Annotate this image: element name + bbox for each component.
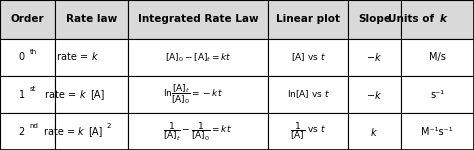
Bar [55,76,128,113]
Text: $\dfrac{1}{[\mathrm{A}]_t} - \dfrac{1}{[\mathrm{A}]_0} = kt$: $\dfrac{1}{[\mathrm{A}]_t} - \dfrac{1}{[… [164,120,232,143]
Text: 1: 1 [19,90,25,99]
Text: $\ln\!\dfrac{[\mathrm{A}]_t}{[\mathrm{A}]_0} = -kt$: $\ln\!\dfrac{[\mathrm{A}]_t}{[\mathrm{A}… [163,83,223,106]
Bar [55,113,128,150]
Text: $\dfrac{1}{[\mathrm{A}]}\ \mathrm{vs}\ t$: $\dfrac{1}{[\mathrm{A}]}\ \mathrm{vs}\ t… [290,121,326,142]
Text: 0: 0 [19,52,25,63]
Text: Slope: Slope [358,15,391,24]
Text: k: k [80,90,85,99]
Bar [268,113,348,150]
Bar [0,113,55,150]
Bar [128,76,268,113]
Bar [401,0,474,39]
Bar [128,113,268,150]
Bar [401,113,474,150]
Bar [0,39,55,76]
Text: rate =: rate = [57,52,91,63]
Bar [55,39,128,76]
Text: M/s: M/s [429,52,446,63]
Text: $-k$: $-k$ [366,88,383,101]
Text: 2: 2 [18,126,25,136]
Bar [55,0,128,39]
Text: Units of: Units of [388,15,437,24]
Text: 2: 2 [106,123,111,129]
Text: th: th [30,49,37,55]
Bar [0,0,55,39]
Bar [348,76,401,113]
Text: [A]: [A] [90,90,104,99]
Bar [348,113,401,150]
Text: nd: nd [30,123,38,129]
Text: rate =: rate = [44,126,78,136]
Text: $k$: $k$ [371,126,378,138]
Bar [401,39,474,76]
Text: $-k$: $-k$ [366,51,383,63]
Text: rate =: rate = [45,90,80,99]
Text: Order: Order [10,15,44,24]
Text: k: k [91,52,97,63]
Bar [401,76,474,113]
Bar [128,0,268,39]
Bar [348,39,401,76]
Bar [128,39,268,76]
Text: st: st [30,86,36,92]
Bar [348,0,401,39]
Bar [268,39,348,76]
Text: $[\mathrm{A}]\ \mathrm{vs}\ t$: $[\mathrm{A}]\ \mathrm{vs}\ t$ [291,52,326,63]
Text: k: k [78,126,83,136]
Text: Rate law: Rate law [65,15,117,24]
Text: Linear plot: Linear plot [276,15,340,24]
Text: $[\mathrm{A}]_0 - [\mathrm{A}]_t = kt$: $[\mathrm{A}]_0 - [\mathrm{A}]_t = kt$ [164,51,231,64]
Bar [268,76,348,113]
Bar [268,0,348,39]
Text: $\ln[\mathrm{A}]\ \mathrm{vs}\ t$: $\ln[\mathrm{A}]\ \mathrm{vs}\ t$ [287,89,329,100]
Text: s⁻¹: s⁻¹ [430,90,444,99]
Text: M⁻¹s⁻¹: M⁻¹s⁻¹ [421,126,453,136]
Text: Integrated Rate Law: Integrated Rate Law [137,15,258,24]
Bar [0,76,55,113]
Text: k: k [439,15,447,24]
Text: [A]: [A] [88,126,103,136]
